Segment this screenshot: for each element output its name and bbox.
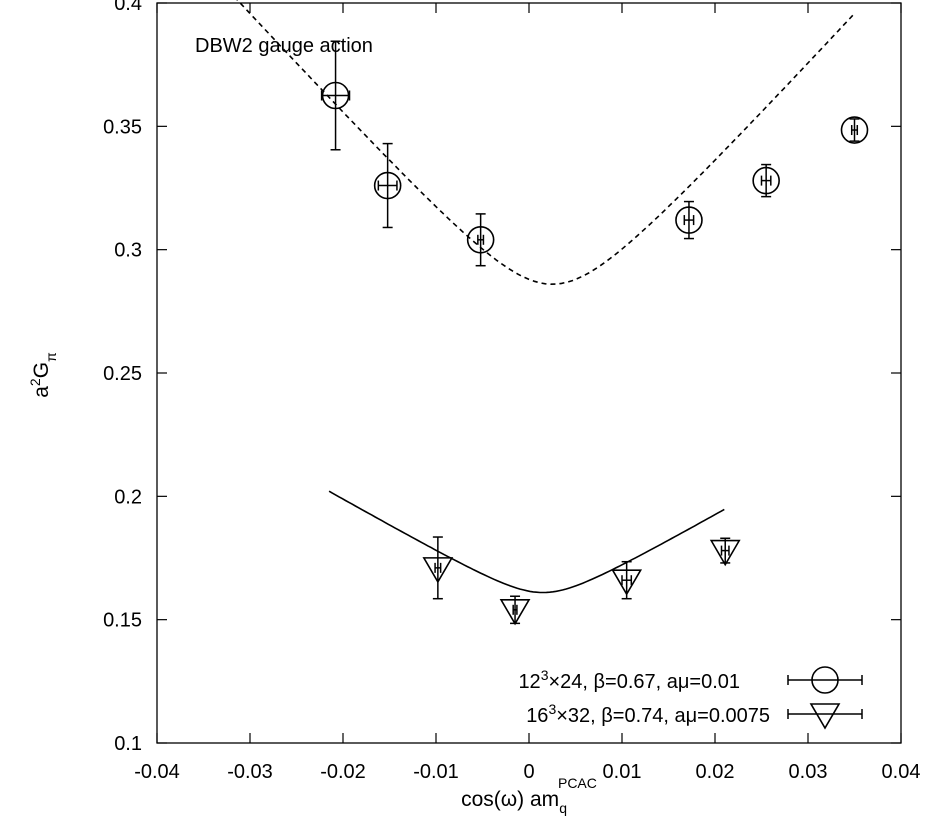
x-tick-label: 0.03 [789,761,828,783]
x-tick-label: -0.03 [227,761,273,783]
legend-entry-2-label: 163×32, β=0.74, aμ=0.0075 [526,701,770,727]
legend-circle-marker [811,666,839,694]
triangle-marker [709,539,741,567]
y-tick-label: 0.3 [114,240,142,262]
data-point-series-2 [499,595,531,626]
x-tick-label: 0.02 [696,761,735,783]
data-point-series-2 [611,560,643,600]
data-markers [320,40,869,626]
y-tick-label: 0.4 [114,0,142,15]
data-point-series-1 [466,213,495,267]
data-point-series-1 [320,40,351,151]
legend-entry-2-symbol [787,703,863,730]
y-tick-label: 0.1 [114,733,142,755]
triangle-marker [611,569,643,596]
y-tick-labels: 0.1 0.15 0.2 0.25 0.3 0.35 0.4 [103,0,142,755]
y-tick-label: 0.25 [103,363,142,385]
x-tick-label: -0.04 [134,761,180,783]
triangle-marker [499,598,531,626]
plot-frame [156,2,902,744]
x-tick-labels: -0.04 -0.03 -0.02 -0.01 0 0.01 0.02 0.03 0.04 [134,761,920,783]
data-point-series-1 [675,200,703,240]
circle-marker [752,166,780,195]
triangle-marker [422,557,454,584]
legend-triangle-marker [809,703,841,730]
data-point-series-1 [840,116,869,144]
x-tick-label: 0.01 [603,761,642,783]
circle-marker [373,171,402,200]
y-axis-label: a2Gπ [27,352,59,398]
circle-marker [466,226,495,254]
fit-curve-1 [236,0,856,286]
axis-ticks [156,2,902,744]
x-axis-label: cos(ω) amqPCAC [461,775,597,816]
y-tick-label: 0.15 [103,610,142,632]
data-point-series-1 [752,163,780,198]
chart-annotation: DBW2 gauge action [195,35,373,57]
x-tick-label: -0.02 [320,761,366,783]
data-point-series-1 [373,142,402,229]
x-tick-label: -0.01 [413,761,459,783]
x-tick-label: 0 [523,761,534,783]
circle-marker [675,206,703,234]
legend: 123×24, β=0.67, aμ=0.01 163×32, β=0.74, … [518,666,863,730]
x-tick-label: 0.04 [882,761,921,783]
y-tick-label: 0.35 [103,116,142,138]
y-tick-label: 0.2 [114,486,142,508]
circle-marker [840,116,869,144]
circle-marker [321,81,350,110]
data-point-series-2 [709,537,741,567]
fit-curve-2 [328,490,725,594]
data-point-series-2 [422,536,454,600]
legend-entry-1-symbol [787,666,863,694]
fit-curves [236,0,856,594]
legend-entry-1-label: 123×24, β=0.67, aμ=0.01 [518,667,740,693]
